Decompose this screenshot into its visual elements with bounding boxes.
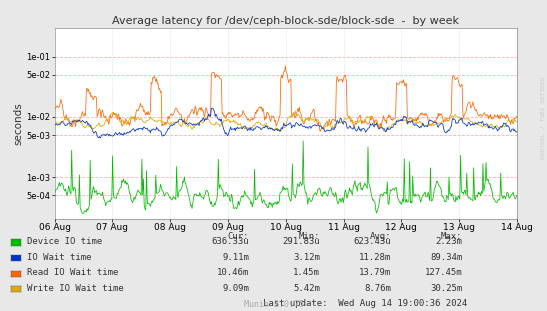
Text: 9.09m: 9.09m: [222, 284, 249, 293]
Text: 3.12m: 3.12m: [293, 253, 320, 262]
Title: Average latency for /dev/ceph-block-sde/block-sde  -  by week: Average latency for /dev/ceph-block-sde/…: [112, 16, 459, 26]
Text: 11.28m: 11.28m: [359, 253, 391, 262]
Text: Max:: Max:: [441, 232, 462, 241]
Text: 30.25m: 30.25m: [430, 284, 462, 293]
Text: RRDTOOL / TOBI OETIKER: RRDTOOL / TOBI OETIKER: [541, 77, 546, 160]
Text: 9.11m: 9.11m: [222, 253, 249, 262]
Text: 10.46m: 10.46m: [217, 268, 249, 277]
Text: Write IO Wait time: Write IO Wait time: [27, 284, 124, 293]
Text: 636.33u: 636.33u: [211, 237, 249, 246]
Text: Munin 2.0.75: Munin 2.0.75: [243, 300, 304, 309]
Text: Device IO time: Device IO time: [27, 237, 103, 246]
Text: Cur:: Cur:: [228, 232, 249, 241]
Text: 291.83u: 291.83u: [282, 237, 320, 246]
Text: Read IO Wait time: Read IO Wait time: [27, 268, 119, 277]
Text: 89.34m: 89.34m: [430, 253, 462, 262]
Text: Last update:  Wed Aug 14 19:00:36 2024: Last update: Wed Aug 14 19:00:36 2024: [264, 299, 468, 308]
Text: Min:: Min:: [299, 232, 320, 241]
Text: 13.79m: 13.79m: [359, 268, 391, 277]
Text: Avg:: Avg:: [370, 232, 391, 241]
Text: 623.43u: 623.43u: [353, 237, 391, 246]
Text: 127.45m: 127.45m: [424, 268, 462, 277]
Text: 2.23m: 2.23m: [435, 237, 462, 246]
Text: IO Wait time: IO Wait time: [27, 253, 92, 262]
Text: 5.42m: 5.42m: [293, 284, 320, 293]
Text: 8.76m: 8.76m: [364, 284, 391, 293]
Text: 1.45m: 1.45m: [293, 268, 320, 277]
Y-axis label: seconds: seconds: [14, 102, 24, 145]
